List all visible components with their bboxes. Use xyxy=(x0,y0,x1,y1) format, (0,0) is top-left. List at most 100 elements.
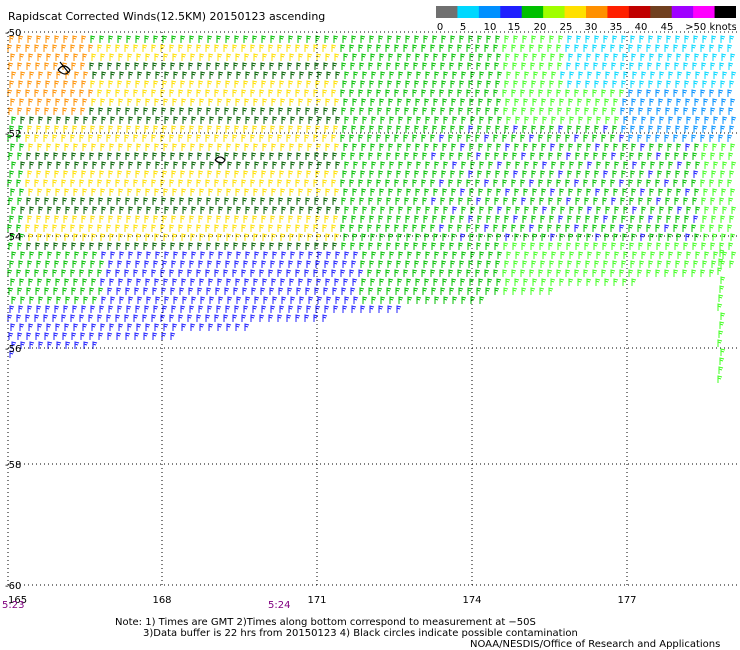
wind-barb xyxy=(279,305,285,313)
wind-barb xyxy=(578,251,584,259)
wind-barb xyxy=(494,62,500,70)
wind-barb xyxy=(649,143,655,151)
wind-barb xyxy=(236,71,242,79)
wind-barb xyxy=(146,251,152,259)
wind-barb xyxy=(245,206,251,214)
wind-barb xyxy=(551,161,557,169)
wind-barb xyxy=(38,161,44,169)
longitude-label: 171 xyxy=(307,595,326,606)
wind-barb xyxy=(722,71,728,79)
wind-barb xyxy=(290,296,296,304)
wind-barb xyxy=(673,269,679,277)
wind-barb xyxy=(162,125,168,133)
wind-barb xyxy=(162,305,168,313)
wind-barb xyxy=(331,224,337,232)
wind-barb xyxy=(70,89,76,97)
wind-barb xyxy=(259,269,265,277)
wind-barb xyxy=(379,188,385,196)
wind-barb xyxy=(686,251,692,259)
wind-barb xyxy=(677,251,683,259)
wind-barb xyxy=(107,242,113,250)
wind-barb xyxy=(29,116,35,124)
wind-barb xyxy=(655,89,661,97)
wind-barb xyxy=(700,44,706,52)
wind-barb xyxy=(271,53,277,61)
wind-barb xyxy=(20,206,26,214)
wind-barb xyxy=(119,206,125,214)
wind-barb xyxy=(505,53,511,61)
wind-barb xyxy=(110,161,116,169)
wind-barb xyxy=(135,260,141,268)
wind-barb xyxy=(646,269,652,277)
wind-barb xyxy=(127,143,133,151)
wind-barb xyxy=(565,89,571,97)
wind-barb xyxy=(430,224,436,232)
wind-barb xyxy=(380,71,386,79)
wind-barb xyxy=(173,161,179,169)
wind-barb xyxy=(135,35,141,43)
wind-barb xyxy=(81,125,87,133)
wind-barb xyxy=(126,35,132,43)
wind-barb xyxy=(702,125,708,133)
wind-barb xyxy=(604,98,610,106)
wind-barb xyxy=(479,161,485,169)
wind-barb xyxy=(295,134,301,142)
wind-barb xyxy=(386,107,392,115)
wind-barb xyxy=(378,80,384,88)
wind-barb xyxy=(493,269,499,277)
wind-barb xyxy=(161,197,167,205)
wind-barb xyxy=(110,251,116,259)
wind-barb xyxy=(18,260,24,268)
wind-barb xyxy=(514,188,520,196)
wind-barb xyxy=(118,233,124,241)
wind-barb xyxy=(729,125,735,133)
wind-barb xyxy=(388,188,394,196)
wind-barb xyxy=(412,179,418,187)
wind-barb xyxy=(286,314,292,322)
wind-barb xyxy=(593,197,599,205)
wind-barb xyxy=(9,260,15,268)
wind-barb xyxy=(575,107,581,115)
wind-barb xyxy=(379,98,385,106)
wind-barb xyxy=(479,116,485,124)
wind-barb xyxy=(124,134,130,142)
wind-barb xyxy=(198,170,204,178)
wind-barb xyxy=(56,296,62,304)
wind-barb xyxy=(550,188,556,196)
wind-barb xyxy=(415,98,421,106)
wind-barb xyxy=(99,170,105,178)
wind-barb xyxy=(505,143,511,151)
wind-barb xyxy=(586,98,592,106)
wind-barb xyxy=(497,71,503,79)
wind-barb xyxy=(98,332,104,340)
wind-barb xyxy=(178,314,184,322)
wind-barb xyxy=(567,170,573,178)
wind-barb xyxy=(677,116,683,124)
wind-barb xyxy=(70,134,76,142)
wind-barb xyxy=(325,98,331,106)
wind-barb xyxy=(55,323,61,331)
wind-barb xyxy=(575,242,581,250)
wind-barb xyxy=(286,269,292,277)
wind-barb xyxy=(106,134,112,142)
wind-barb xyxy=(523,278,529,286)
wind-barb xyxy=(325,188,331,196)
wind-barb xyxy=(90,80,96,88)
wind-barb xyxy=(127,98,133,106)
wind-barb xyxy=(614,206,620,214)
wind-barb xyxy=(209,206,215,214)
wind-barb xyxy=(7,314,13,322)
wind-barb xyxy=(286,134,292,142)
wind-barb xyxy=(367,89,373,97)
wind-barb xyxy=(115,134,121,142)
wind-barb xyxy=(316,233,322,241)
wind-barb xyxy=(28,278,34,286)
wind-barb xyxy=(595,98,601,106)
wind-barb xyxy=(358,134,364,142)
wind-barb xyxy=(422,197,428,205)
contamination-circle xyxy=(57,61,71,75)
wind-barb xyxy=(350,62,356,70)
wind-barb xyxy=(613,143,619,151)
wind-barb xyxy=(594,125,600,133)
wind-barb xyxy=(421,224,427,232)
